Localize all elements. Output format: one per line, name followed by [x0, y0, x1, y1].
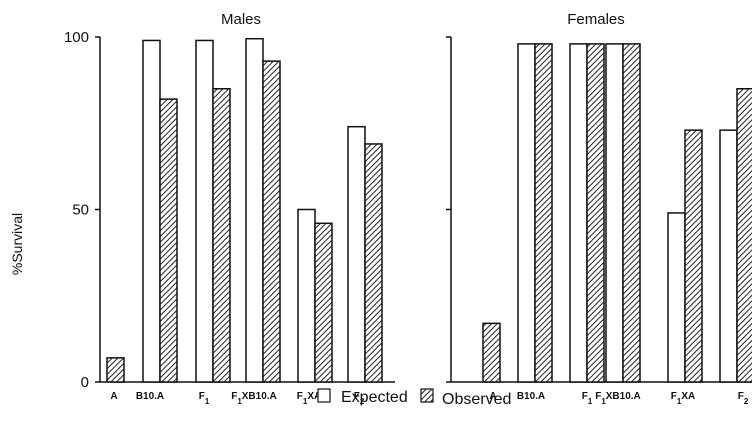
category-label: F1 — [582, 391, 593, 406]
legend-expected-label: Expected — [341, 389, 408, 406]
bar-expected — [142, 39, 161, 383]
bar-expected — [605, 43, 624, 383]
bar-expected — [517, 43, 536, 383]
bar-expected — [569, 43, 588, 383]
bar-observed — [314, 222, 333, 383]
bar-observed — [159, 98, 178, 383]
bar-observed — [736, 88, 752, 383]
males-panel: 0 50 100 Males A B10.A F1 F1XB10.A F1XA F2 — [64, 11, 395, 406]
panel-title: Females — [567, 11, 625, 28]
bar-observed — [684, 129, 703, 383]
bar-observed — [534, 43, 553, 383]
bar-observed — [586, 43, 605, 383]
bar-expected — [297, 208, 316, 383]
category-label: F1XA — [671, 391, 695, 406]
bar-expected — [667, 212, 686, 383]
category-label: F1 — [199, 391, 210, 406]
bar-expected — [245, 37, 264, 383]
category-label: F2 — [738, 391, 749, 406]
bar-expected — [347, 125, 366, 383]
category-label: A — [489, 391, 496, 402]
category-label: F1XB10.A — [231, 391, 277, 406]
panel-title: Males — [221, 11, 261, 28]
category-label: F1XB10.A — [595, 391, 641, 406]
category-label: F2 — [354, 391, 365, 406]
bar-observed — [212, 88, 231, 383]
legend-expected-swatch — [317, 388, 331, 403]
legend: Expected Observed — [317, 388, 511, 408]
females-panel: Females A B10.A F1 F1XB10.A F1XA F2 — [446, 11, 752, 406]
category-label: B10.A — [136, 391, 164, 402]
bar-observed — [364, 143, 383, 383]
category-label: B10.A — [517, 391, 545, 402]
y-axis-label: %Survival — [9, 213, 25, 275]
y-tick-label: 0 — [81, 374, 89, 391]
y-tick-label: 50 — [72, 202, 89, 219]
category-label: F1XA — [297, 391, 321, 406]
legend-observed-label: Observed — [442, 391, 511, 408]
bar-observed — [262, 60, 281, 383]
category-label: A — [110, 391, 117, 402]
y-tick-label: 100 — [64, 29, 89, 46]
bar-observed — [622, 43, 641, 383]
bar-expected — [195, 39, 214, 383]
legend-observed-swatch — [420, 388, 434, 403]
bar-expected — [719, 129, 738, 383]
bar-observed — [106, 357, 125, 383]
bar-observed — [482, 322, 501, 383]
